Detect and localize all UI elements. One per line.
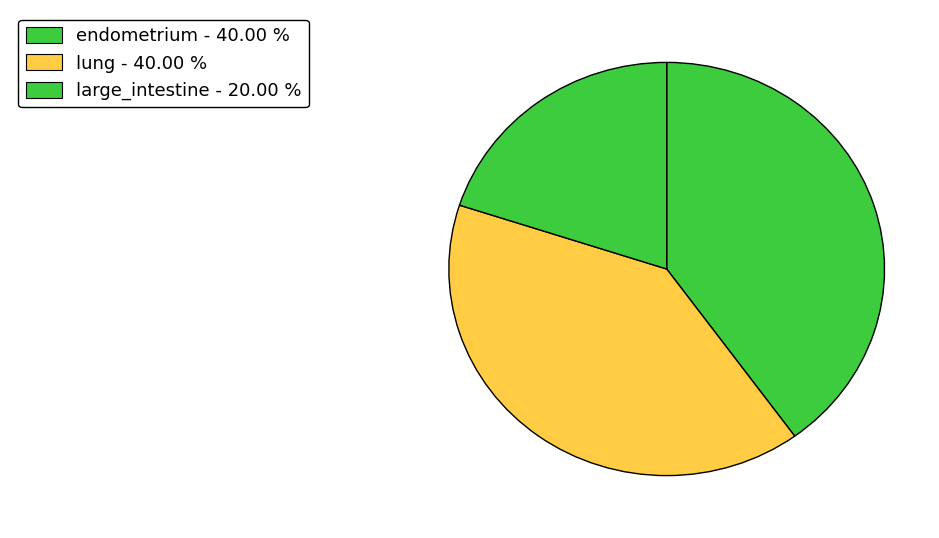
- Wedge shape: [667, 62, 885, 436]
- Wedge shape: [449, 205, 794, 476]
- Wedge shape: [459, 62, 667, 269]
- Legend: endometrium - 40.00 %, lung - 40.00 %, large_intestine - 20.00 %: endometrium - 40.00 %, lung - 40.00 %, l…: [19, 20, 309, 108]
